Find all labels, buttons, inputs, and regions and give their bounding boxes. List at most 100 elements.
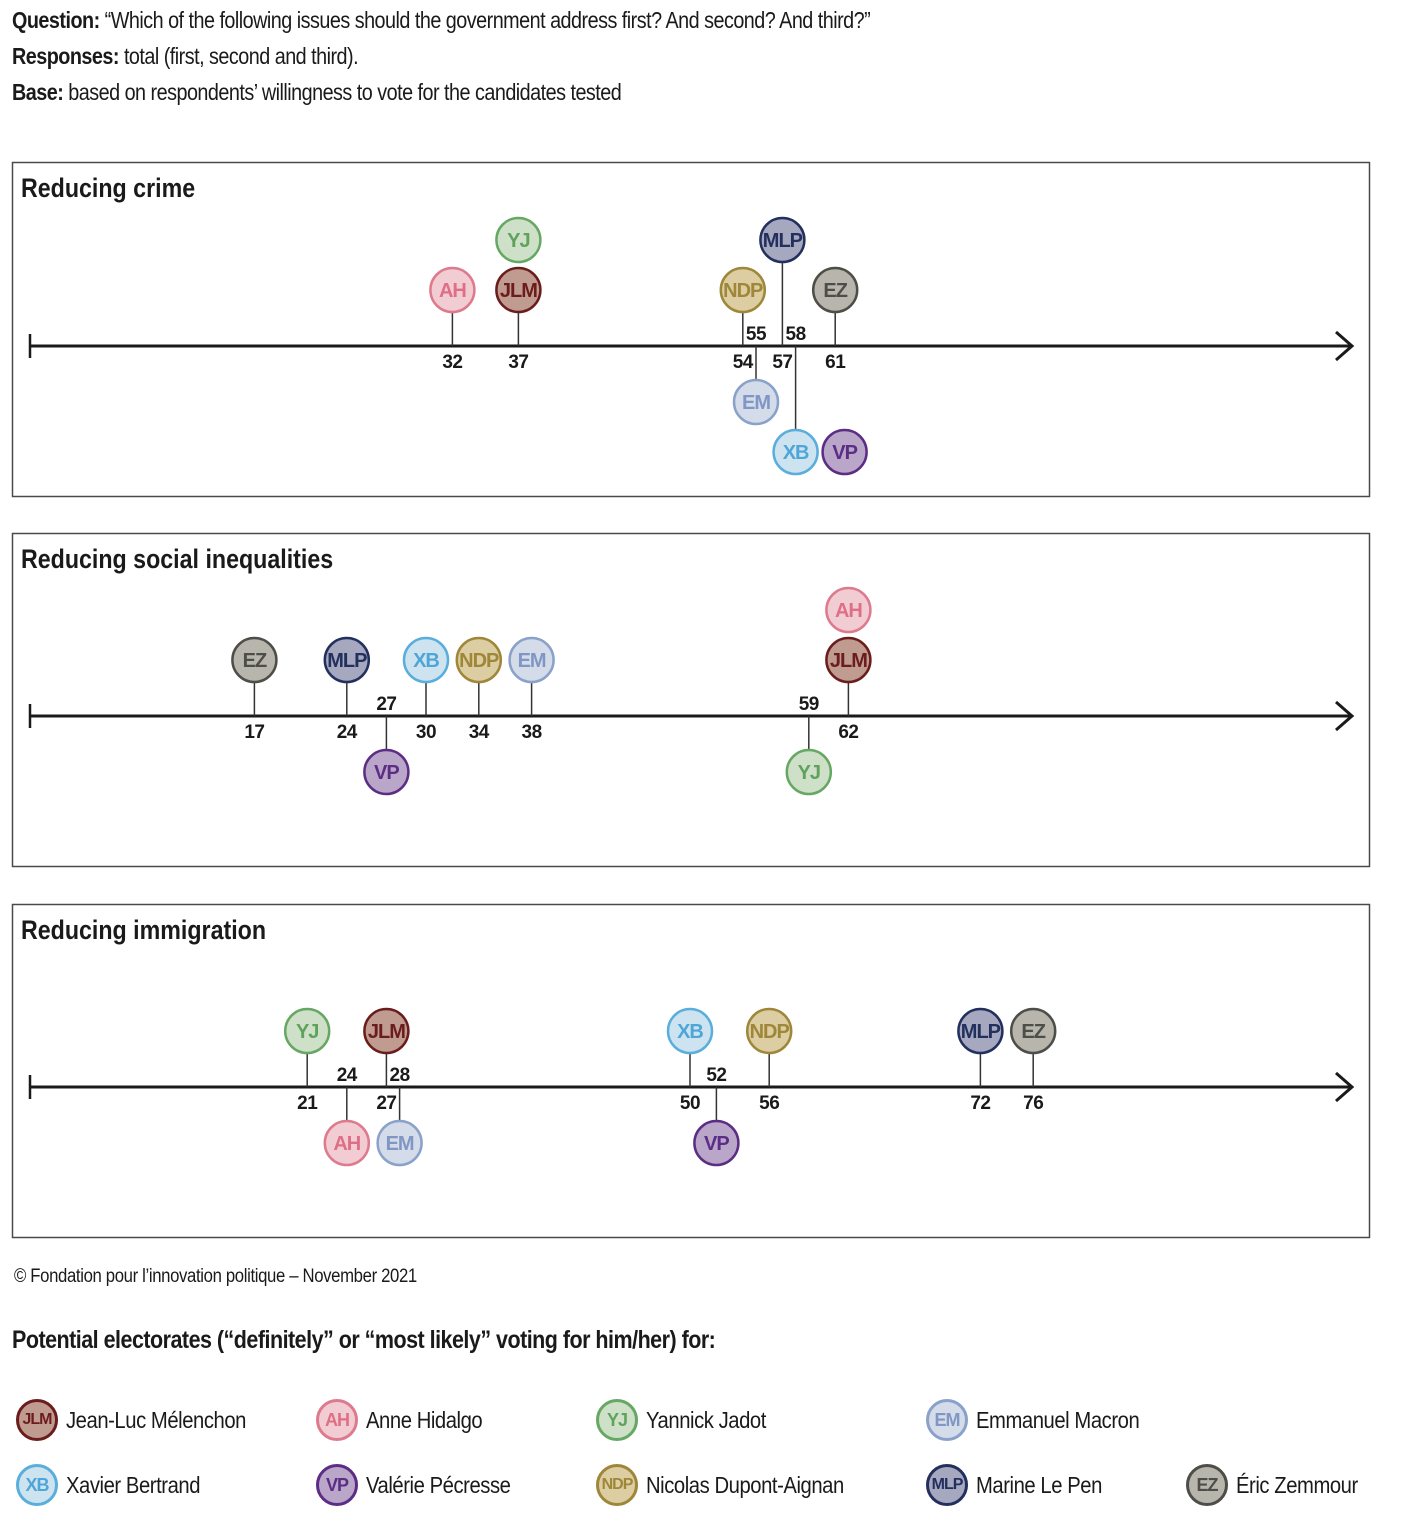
candidate-abbr: JLM: [368, 1021, 405, 1043]
chart-panels: Reducing crime32AH37JLMYJ54NDP55EM57MLP5…: [11, 161, 1371, 1239]
panel-border: [11, 161, 1371, 498]
candidate-abbr: VP: [704, 1133, 729, 1155]
candidate-bubble: [376, 1119, 423, 1167]
candidate-abbr: EZ: [243, 650, 267, 672]
value-label: 17: [244, 722, 264, 743]
candidate-abbr: AH: [439, 280, 466, 302]
candidate-bubble: [363, 1007, 410, 1055]
value-label: 50: [680, 1093, 700, 1114]
legend-name: Emmanuel Macron: [976, 1406, 1140, 1433]
candidate-bubble: [323, 636, 371, 684]
value-label: 72: [970, 1093, 990, 1114]
value-label: 56: [759, 1093, 779, 1114]
point-vp: 52 VP: [693, 1065, 740, 1167]
candidate-bubble: [719, 266, 767, 314]
panel-title: Reducing social inequalities: [21, 544, 333, 574]
value-label: 24: [337, 1065, 358, 1086]
candidate-abbr: YJ: [296, 1021, 318, 1043]
candidate-abbr: AH: [333, 1133, 360, 1155]
point-ndp: 56 NDP: [745, 1007, 793, 1114]
point-ez: 61 EZ: [811, 266, 859, 373]
responses-text: total (first, second and third).: [118, 43, 359, 69]
candidate-abbr: EZ: [823, 280, 847, 302]
value-label: 62: [838, 722, 858, 743]
candidate-abbr: MLP: [763, 230, 803, 252]
point-jlm: 62 JLM: [825, 636, 872, 743]
point-mlp: 57 MLP: [759, 216, 806, 373]
point-vp: 27 VP: [363, 694, 410, 796]
legend-name: Xavier Bertrand: [66, 1471, 201, 1498]
panel-border: [11, 532, 1371, 868]
candidate-bubble: [825, 636, 872, 684]
legend-bubble: JLM: [16, 1399, 58, 1441]
value-label: 27: [376, 1093, 396, 1114]
candidate-bubble: [363, 748, 410, 796]
legend-item-jlm: JLM Jean-Luc Mélenchon: [16, 1397, 271, 1443]
candidate-abbr: XB: [677, 1021, 703, 1043]
candidate-bubble: [745, 1007, 793, 1055]
candidate-abbr: JLM: [830, 650, 867, 672]
legend-item-vp: VP Valérie Pécresse: [316, 1462, 530, 1508]
value-label: 34: [469, 722, 490, 743]
legend-item-mlp: MLP Marine Le Pen: [926, 1462, 1119, 1508]
responses-line: Responses: total (first, second and thir…: [12, 42, 359, 70]
point-ez: 76 EZ: [1009, 1007, 1057, 1114]
point-jlm: 27 JLM: [363, 1007, 410, 1114]
legend-item-em: EM Emmanuel Macron: [926, 1397, 1162, 1443]
candidate-abbr: JLM: [500, 280, 537, 302]
candidate-bubble: [785, 748, 833, 796]
value-label: 59: [799, 694, 819, 715]
legend-bubble: EM: [926, 1399, 968, 1441]
panel-border: [11, 903, 1371, 1239]
candidate-abbr: NDP: [723, 280, 763, 302]
candidate-abbr: EM: [742, 392, 770, 414]
legend-item-ah: AH Anne Hidalgo: [316, 1397, 498, 1443]
candidate-bubble: [825, 586, 872, 634]
copyright: © Fondation pour l’innovation politique …: [14, 1266, 417, 1287]
question-text: “Which of the following issues should th…: [99, 7, 871, 33]
candidate-bubble: [759, 216, 806, 264]
value-label: 37: [508, 352, 528, 373]
candidate-bubble: [455, 636, 503, 684]
point-ah: 24 AH: [323, 1065, 371, 1167]
axis-arrow: [1335, 330, 1355, 362]
point-vp: VP: [821, 428, 868, 476]
legend-bubble: MLP: [926, 1464, 968, 1506]
candidate-bubble: [666, 1007, 714, 1055]
legend-item-xb: XB Xavier Bertrand: [16, 1462, 218, 1508]
legend-bubble: EZ: [1186, 1464, 1228, 1506]
candidate-bubble: [323, 1119, 371, 1167]
legend-bubble: NDP: [596, 1464, 638, 1506]
point-xb: 30 XB: [402, 636, 450, 743]
legend-name: Jean-Luc Mélenchon: [66, 1406, 246, 1433]
candidate-abbr: YJ: [507, 230, 529, 252]
candidate-bubble: [811, 266, 859, 314]
value-label: 24: [337, 722, 358, 743]
candidate-bubble: [732, 378, 780, 426]
axis-arrow: [1335, 700, 1355, 732]
candidate-abbr: MLP: [961, 1021, 1001, 1043]
candidate-abbr: MLP: [327, 650, 367, 672]
candidate-abbr: EM: [386, 1133, 414, 1155]
panel-title: Reducing crime: [21, 173, 195, 203]
legend-bubble: YJ: [596, 1399, 638, 1441]
legend-bubble: XB: [16, 1464, 58, 1506]
value-label: 54: [733, 352, 754, 373]
legend-name: Éric Zemmour: [1236, 1471, 1358, 1498]
candidate-abbr: XB: [783, 442, 809, 464]
candidate-bubble: [1009, 1007, 1057, 1055]
legend-item-ndp: NDP Nicolas Dupont-Aignan: [596, 1462, 871, 1508]
question-label: Question:: [12, 7, 100, 33]
base-text: based on respondents’ willingness to vot…: [63, 79, 622, 105]
value-label: 58: [786, 324, 806, 345]
responses-label: Responses:: [12, 43, 119, 69]
candidate-abbr: YJ: [798, 762, 820, 784]
candidate-bubble: [957, 1007, 1004, 1055]
value-label: 38: [522, 722, 542, 743]
legend-item-yj: YJ Yannick Jadot: [596, 1397, 782, 1443]
value-label: 21: [297, 1093, 318, 1114]
legend-item-ez: EZ Éric Zemmour: [1186, 1462, 1374, 1508]
candidate-bubble: [772, 428, 819, 476]
candidate-abbr: EM: [518, 650, 546, 672]
candidate-bubble: [231, 636, 278, 684]
